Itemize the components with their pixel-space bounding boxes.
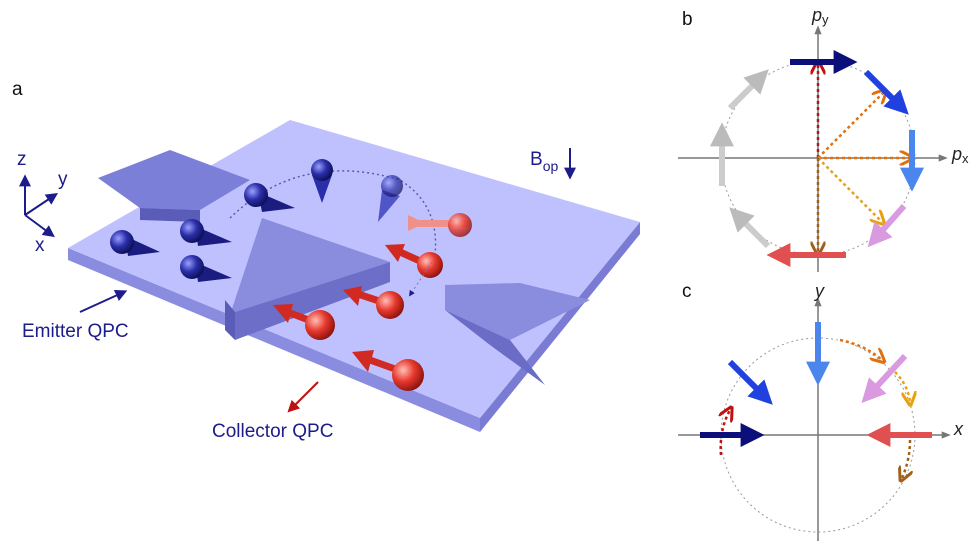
shape — [25, 215, 52, 235]
figure: a z y x — [0, 0, 974, 541]
panel-label: b — [682, 9, 693, 30]
shape — [902, 440, 910, 478]
shape — [818, 158, 882, 222]
axis-label: z — [17, 149, 27, 170]
field-label: Bop — [530, 149, 558, 174]
spins — [700, 322, 932, 435]
axis-label: y — [813, 281, 825, 301]
shape — [868, 356, 905, 396]
axis-label: x — [953, 419, 964, 439]
shape — [730, 76, 762, 108]
shape — [180, 255, 204, 279]
text-part: y — [822, 12, 829, 27]
text-part: p — [951, 144, 962, 164]
shape — [874, 206, 904, 240]
shape — [730, 362, 766, 398]
shape — [381, 175, 403, 197]
emitter-arrow — [80, 292, 124, 312]
text-part: B — [530, 149, 543, 170]
collector-label: Collector QPC — [212, 421, 333, 442]
shape — [180, 219, 204, 243]
panel-c: c y x — [678, 281, 964, 541]
shape — [305, 310, 335, 340]
shape — [818, 92, 884, 158]
shape — [866, 72, 902, 108]
axes-triad — [25, 178, 55, 235]
panel-label: a — [12, 79, 23, 100]
shape — [417, 252, 443, 278]
text-part: p — [811, 5, 822, 25]
shape — [448, 213, 472, 237]
shape — [311, 159, 333, 181]
collector-arrow — [290, 382, 318, 410]
shape — [736, 214, 768, 246]
text-part: op — [543, 158, 559, 174]
panel-label: c — [682, 281, 692, 302]
shape — [376, 291, 404, 319]
axis-label: py — [811, 5, 829, 28]
axis-label: px — [951, 144, 969, 167]
axis-label: x — [35, 235, 45, 256]
shape — [244, 183, 268, 207]
shape — [25, 195, 55, 215]
shape — [840, 340, 882, 360]
text-part: x — [962, 151, 969, 166]
axis-label: y — [58, 169, 68, 190]
emitter-label: Emitter QPC — [22, 321, 129, 342]
shape — [392, 359, 424, 391]
panel-a: a z y x — [12, 79, 640, 442]
shape — [110, 230, 134, 254]
panel-b: b py px — [678, 5, 969, 272]
